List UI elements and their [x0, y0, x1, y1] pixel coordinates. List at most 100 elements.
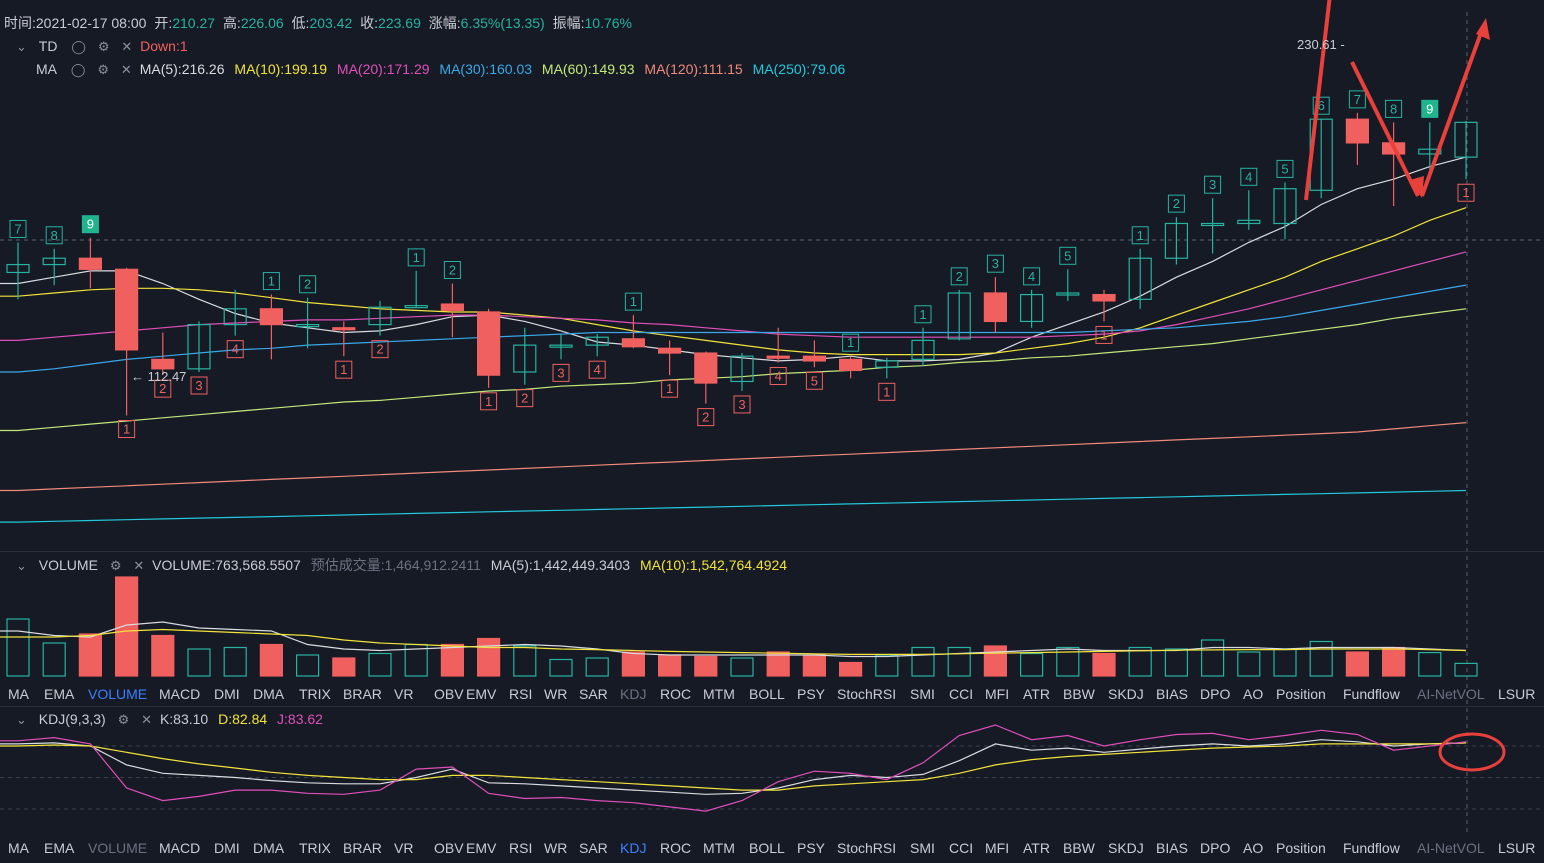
- tab-wr[interactable]: WR: [544, 686, 568, 702]
- settings-icon[interactable]: ⚙: [97, 39, 110, 54]
- tab-sar[interactable]: SAR: [579, 686, 608, 702]
- tab-ai-netvol[interactable]: AI-NetVOL: [1417, 686, 1485, 702]
- tab-ao[interactable]: AO: [1243, 840, 1264, 856]
- volume-ma5-value: MA(5):1,442,449.3403: [490, 557, 631, 573]
- tab-stochrsi[interactable]: StochRSI: [837, 840, 897, 856]
- tab-dpo[interactable]: DPO: [1200, 840, 1231, 856]
- tab-rsi[interactable]: RSI: [509, 686, 533, 702]
- tab-macd[interactable]: MACD: [159, 840, 201, 856]
- tab-ema[interactable]: EMA: [44, 686, 75, 702]
- td-marker-label: 2: [304, 277, 311, 292]
- tab-smi[interactable]: SMI: [910, 840, 935, 856]
- tab-trix[interactable]: TRIX: [299, 686, 331, 702]
- tab-mfi[interactable]: MFI: [985, 686, 1010, 702]
- tab-kdj[interactable]: KDJ: [620, 840, 647, 856]
- tab-brar[interactable]: BRAR: [343, 686, 382, 702]
- tab-lsur[interactable]: LSUR: [1498, 686, 1536, 702]
- tab-bias[interactable]: BIAS: [1156, 840, 1188, 856]
- tab-vr[interactable]: VR: [394, 686, 414, 702]
- tab-boll[interactable]: BOLL: [749, 840, 785, 856]
- tab-emv[interactable]: EMV: [466, 840, 497, 856]
- tab-bbw[interactable]: BBW: [1063, 686, 1095, 702]
- volume-bar: [332, 657, 356, 677]
- tab-fundflow[interactable]: Fundflow: [1343, 686, 1400, 702]
- tab-brar[interactable]: BRAR: [343, 840, 382, 856]
- td-marker-box: [552, 363, 570, 382]
- tab-dpo[interactable]: DPO: [1200, 686, 1231, 702]
- tab-ma[interactable]: MA: [8, 686, 29, 702]
- eye-icon[interactable]: ◯: [70, 62, 86, 77]
- tab-macd[interactable]: MACD: [159, 686, 201, 702]
- tab-dma[interactable]: DMA: [253, 686, 285, 702]
- annotation-circle: [1438, 732, 1506, 772]
- kdj-k-value: K:83.10: [159, 711, 209, 727]
- tab-skdj[interactable]: SKDJ: [1108, 686, 1144, 702]
- tab-obv[interactable]: OBV: [434, 686, 464, 702]
- tab-smi[interactable]: SMI: [910, 686, 935, 702]
- tab-vr[interactable]: VR: [394, 840, 414, 856]
- tab-volume[interactable]: VOLUME: [88, 686, 148, 702]
- close-icon[interactable]: ✕: [120, 62, 132, 77]
- collapse-chevron-icon[interactable]: ⌄: [16, 558, 27, 573]
- tab-roc[interactable]: ROC: [660, 686, 692, 702]
- tab-wr[interactable]: WR: [544, 840, 568, 856]
- open-value: 210.27: [172, 15, 216, 31]
- tab-stochrsi[interactable]: StochRSI: [837, 686, 897, 702]
- tab-mtm[interactable]: MTM: [703, 686, 735, 702]
- tab-atr[interactable]: ATR: [1023, 686, 1050, 702]
- td-marker-box: [769, 367, 787, 386]
- volume-ma10-value: MA(10):1,542,764.4924: [639, 557, 788, 573]
- settings-icon[interactable]: ⚙: [109, 558, 122, 573]
- eye-icon[interactable]: ◯: [71, 39, 86, 54]
- close-icon[interactable]: ✕: [141, 712, 153, 727]
- td-marker-box: [661, 379, 679, 398]
- close-icon[interactable]: ✕: [133, 558, 145, 573]
- tab-dma[interactable]: DMA: [253, 840, 285, 856]
- tab-trix[interactable]: TRIX: [299, 840, 331, 856]
- settings-icon[interactable]: ⚙: [117, 712, 130, 727]
- tab-lsur[interactable]: LSUR: [1498, 840, 1536, 856]
- tab-position[interactable]: Position: [1276, 686, 1326, 702]
- tab-ai-netvol[interactable]: AI-NetVOL: [1417, 840, 1485, 856]
- tab-psy[interactable]: PSY: [797, 840, 826, 856]
- tab-kdj[interactable]: KDJ: [620, 686, 647, 702]
- tab-dmi[interactable]: DMI: [214, 840, 240, 856]
- tab-bbw[interactable]: BBW: [1063, 840, 1095, 856]
- tab-mfi[interactable]: MFI: [985, 840, 1010, 856]
- collapse-chevron-icon[interactable]: ⌄: [16, 712, 27, 727]
- td-legend: ⌄ TD ◯ ⚙ ✕ Down:1: [12, 37, 188, 56]
- volume-bar: [1418, 651, 1442, 677]
- candle-body: [875, 360, 899, 368]
- tab-sar[interactable]: SAR: [579, 840, 608, 856]
- tab-psy[interactable]: PSY: [797, 686, 826, 702]
- settings-icon[interactable]: ⚙: [97, 62, 109, 77]
- tab-dmi[interactable]: DMI: [214, 686, 240, 702]
- tab-fundflow[interactable]: Fundflow: [1343, 840, 1400, 856]
- tab-rsi[interactable]: RSI: [509, 840, 533, 856]
- tab-mtm[interactable]: MTM: [703, 840, 735, 856]
- tab-cci[interactable]: CCI: [949, 686, 974, 702]
- volume-bar: [947, 646, 971, 677]
- tab-roc[interactable]: ROC: [660, 840, 692, 856]
- tab-skdj[interactable]: SKDJ: [1108, 840, 1144, 856]
- tab-boll[interactable]: BOLL: [749, 686, 785, 702]
- candle-body: [1019, 293, 1044, 323]
- divider: [0, 551, 1544, 552]
- volume-bar: [78, 633, 103, 677]
- tab-ao[interactable]: AO: [1243, 686, 1264, 702]
- tab-ema[interactable]: EMA: [44, 840, 75, 856]
- candle-body: [1200, 222, 1225, 227]
- tab-atr[interactable]: ATR: [1023, 840, 1050, 856]
- tab-position[interactable]: Position: [1276, 840, 1326, 856]
- tab-ma[interactable]: MA: [8, 840, 29, 856]
- close-icon[interactable]: ✕: [121, 39, 133, 54]
- volume-bar: [368, 652, 392, 677]
- tab-volume[interactable]: VOLUME: [88, 840, 148, 856]
- tab-bias[interactable]: BIAS: [1156, 686, 1188, 702]
- collapse-chevron-icon[interactable]: ⌄: [16, 39, 27, 54]
- tab-obv[interactable]: OBV: [434, 840, 464, 856]
- volume-ma-line: [0, 621, 1467, 658]
- tab-cci[interactable]: CCI: [949, 840, 974, 856]
- tab-emv[interactable]: EMV: [466, 686, 497, 702]
